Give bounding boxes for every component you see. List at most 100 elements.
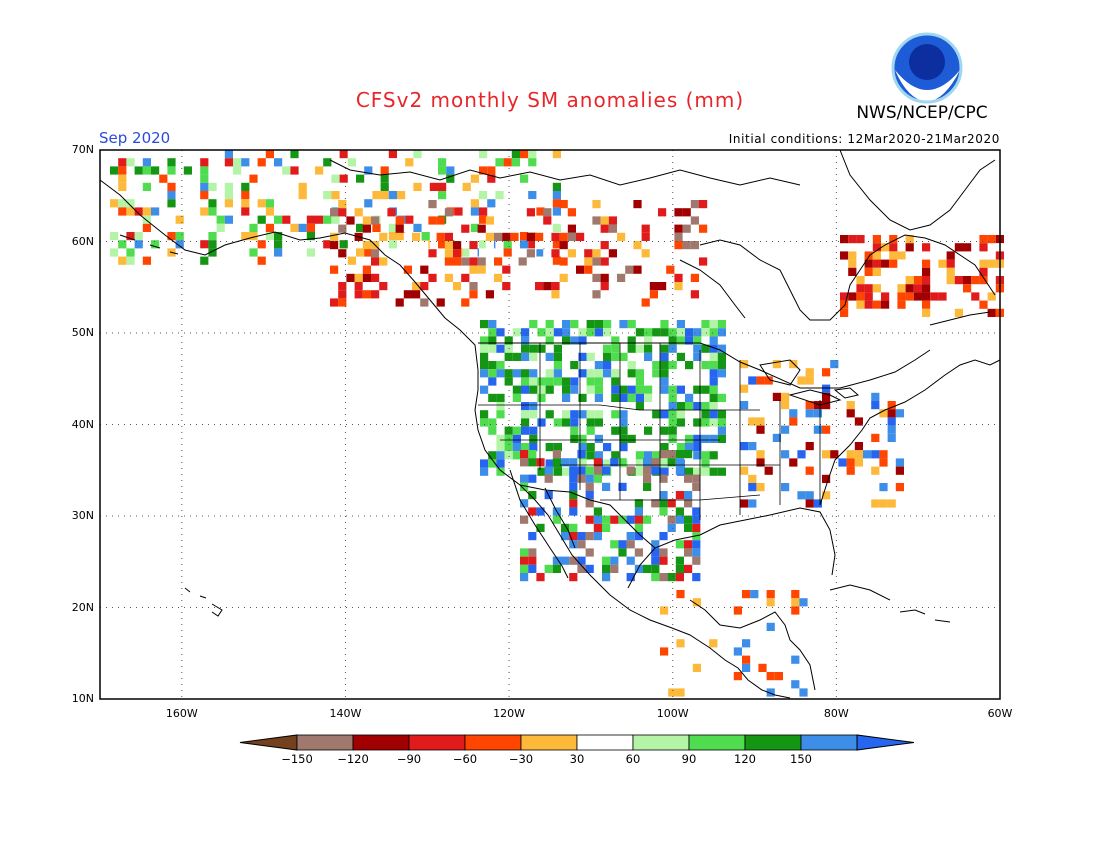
anomaly-cell — [987, 235, 996, 244]
anomaly-cell — [651, 499, 660, 508]
anomaly-cell — [208, 182, 217, 191]
anomaly-cell — [438, 166, 447, 175]
anomaly-cell — [585, 491, 594, 500]
anomaly-cell — [846, 466, 855, 475]
anomaly-cell — [633, 200, 642, 209]
anomaly-cell — [603, 361, 612, 370]
anomaly-cell — [183, 166, 192, 175]
anomaly-cell — [693, 352, 702, 361]
anomaly-cell — [667, 523, 676, 532]
anomaly-cell — [142, 207, 151, 216]
anomaly-cell — [699, 224, 708, 233]
anomaly-cell — [559, 241, 568, 250]
anomaly-cell — [553, 352, 562, 361]
anomaly-cell — [830, 360, 839, 369]
anomaly-cell — [216, 199, 225, 208]
anomaly-cell — [830, 450, 839, 459]
anomaly-cell — [257, 256, 266, 265]
anomaly-cell — [200, 191, 209, 200]
anomaly-cell — [388, 232, 397, 241]
anomaly-cell — [521, 344, 530, 353]
anomaly-cell — [618, 515, 627, 524]
anomaly-cell — [528, 564, 537, 573]
anomaly-cell — [528, 182, 537, 191]
anomaly-cell — [496, 459, 505, 468]
anomaly-cell — [756, 425, 765, 434]
anomaly-cell — [436, 232, 445, 241]
anomaly-cell — [528, 458, 537, 467]
map-gridlines — [100, 150, 1000, 699]
anomaly-cell — [545, 328, 554, 337]
anomaly-cell — [889, 251, 898, 260]
anomaly-cell — [545, 320, 554, 329]
anomaly-cell — [954, 243, 963, 252]
anomaly-cell — [685, 467, 694, 476]
anomaly-cell — [766, 672, 775, 681]
colorbar-segment — [688, 734, 746, 751]
anomaly-cell — [690, 273, 699, 282]
anomaly-cell — [469, 290, 478, 299]
anomaly-cell — [529, 369, 538, 378]
anomaly-cell — [586, 385, 595, 394]
anomaly-cell — [611, 426, 620, 435]
anomaly-cell — [578, 352, 587, 361]
anomaly-cell — [617, 232, 626, 241]
anomaly-cell — [854, 458, 863, 467]
anomaly-cell — [660, 344, 669, 353]
anomaly-cell — [134, 240, 143, 249]
anomaly-cell — [602, 523, 611, 532]
anomaly-cell — [586, 320, 595, 329]
anomaly-cell — [797, 450, 806, 459]
anomaly-cell — [397, 207, 406, 216]
anomaly-cell — [791, 606, 800, 615]
anomaly-cell — [477, 257, 486, 266]
anomaly-cell — [461, 224, 470, 233]
anomaly-cell — [709, 402, 718, 411]
anomaly-cell — [496, 344, 505, 353]
anomaly-cell — [635, 328, 644, 337]
colorbar-segment — [464, 734, 522, 751]
anomaly-cell — [766, 688, 775, 697]
anomaly-cell — [797, 491, 806, 500]
anomaly-cell — [717, 361, 726, 370]
anomaly-cell — [676, 639, 685, 648]
anomaly-cell — [674, 208, 683, 217]
anomaly-cell — [930, 292, 939, 301]
anomaly-cell — [660, 647, 669, 656]
anomaly-cell — [668, 426, 677, 435]
anomaly-cell — [659, 548, 668, 557]
anomaly-cell — [954, 308, 963, 317]
anomaly-cell — [436, 290, 445, 299]
anomaly-cell — [626, 573, 635, 582]
anomaly-cell — [537, 377, 546, 386]
anomaly-cell — [871, 466, 880, 475]
anomaly-cell — [151, 199, 160, 208]
anomaly-cell — [674, 282, 683, 291]
anomaly-cell — [118, 207, 127, 216]
anomaly-cell — [535, 273, 544, 282]
anomaly-cell — [693, 385, 702, 394]
colorbar-segment — [576, 734, 634, 751]
anomaly-cell — [871, 392, 880, 401]
anomaly-cell — [528, 158, 537, 167]
anomaly-cell — [142, 166, 151, 175]
anomaly-cell — [388, 191, 397, 200]
anomaly-cell — [403, 290, 412, 299]
anomaly-cell — [594, 385, 603, 394]
anomaly-cell — [668, 385, 677, 394]
anomaly-cell — [553, 328, 562, 337]
anomaly-cell — [461, 298, 470, 307]
anomaly-cell — [529, 434, 538, 443]
anomaly-cell — [805, 368, 814, 377]
anomaly-cell — [151, 207, 160, 216]
anomaly-cell — [200, 166, 209, 175]
anomaly-cell — [520, 499, 529, 508]
anomaly-cell — [577, 450, 586, 459]
anomaly-cell — [536, 256, 545, 265]
anomaly-cell — [412, 282, 421, 291]
anomaly-cell — [551, 232, 560, 241]
anomaly-cell — [813, 425, 822, 434]
anomaly-cell — [518, 265, 527, 274]
anomaly-cell — [789, 409, 798, 418]
anomaly-cell — [521, 443, 530, 452]
